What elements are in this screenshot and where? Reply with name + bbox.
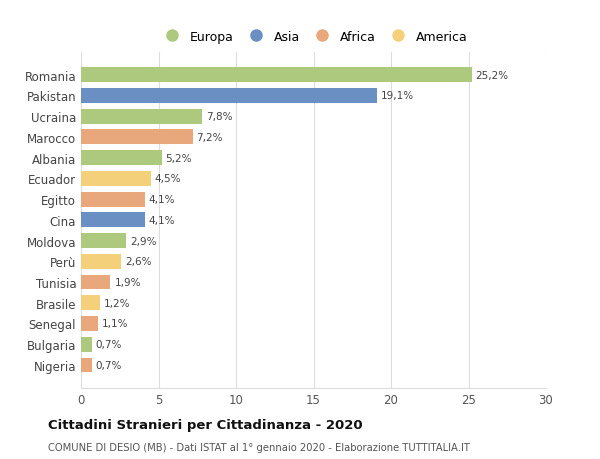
Text: Cittadini Stranieri per Cittadinanza - 2020: Cittadini Stranieri per Cittadinanza - 2… [48, 418, 362, 431]
Bar [81, 234, 126, 248]
Bar [81, 68, 472, 83]
Legend: Europa, Asia, Africa, America: Europa, Asia, Africa, America [155, 26, 472, 49]
Bar [81, 130, 193, 145]
Text: 4,1%: 4,1% [148, 215, 175, 225]
Bar [81, 358, 92, 373]
Text: 2,9%: 2,9% [130, 236, 157, 246]
Text: 7,2%: 7,2% [196, 133, 223, 143]
Text: 4,1%: 4,1% [148, 195, 175, 205]
Text: 19,1%: 19,1% [381, 91, 414, 101]
Text: 1,9%: 1,9% [115, 277, 141, 287]
Text: 0,7%: 0,7% [96, 340, 122, 349]
Bar [81, 316, 98, 331]
Bar [81, 296, 100, 311]
Bar [81, 109, 202, 124]
Text: 25,2%: 25,2% [475, 71, 509, 80]
Text: 1,1%: 1,1% [102, 319, 128, 329]
Text: COMUNE DI DESIO (MB) - Dati ISTAT al 1° gennaio 2020 - Elaborazione TUTTITALIA.I: COMUNE DI DESIO (MB) - Dati ISTAT al 1° … [48, 442, 470, 452]
Bar [81, 89, 377, 104]
Text: 4,5%: 4,5% [155, 174, 181, 184]
Bar [81, 254, 121, 269]
Text: 5,2%: 5,2% [166, 153, 192, 163]
Text: 7,8%: 7,8% [206, 112, 232, 122]
Bar [81, 192, 145, 207]
Text: 0,7%: 0,7% [96, 360, 122, 370]
Bar [81, 151, 161, 166]
Bar [81, 337, 92, 352]
Text: 1,2%: 1,2% [103, 298, 130, 308]
Text: 2,6%: 2,6% [125, 257, 152, 267]
Bar [81, 172, 151, 186]
Bar [81, 275, 110, 290]
Bar [81, 213, 145, 228]
